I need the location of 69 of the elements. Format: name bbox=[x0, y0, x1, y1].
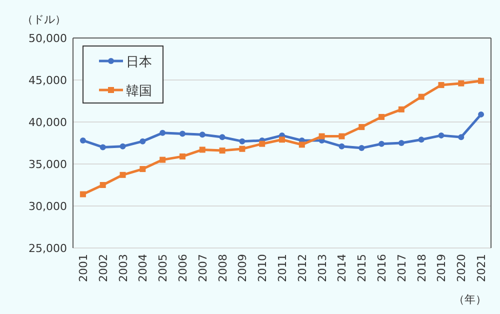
point bbox=[458, 134, 464, 140]
point bbox=[199, 146, 206, 153]
point bbox=[279, 136, 285, 143]
x-tick-label: 2016 bbox=[376, 254, 389, 282]
x-tick-label: 2020 bbox=[455, 254, 468, 282]
x-tick-label: 2013 bbox=[316, 254, 329, 282]
point bbox=[259, 140, 266, 147]
x-axis-title: （年） bbox=[454, 293, 486, 306]
x-tick-label: 2005 bbox=[156, 254, 170, 282]
x-tick-label: 2014 bbox=[336, 254, 349, 282]
point bbox=[219, 148, 226, 154]
point bbox=[398, 140, 404, 146]
point bbox=[358, 124, 365, 130]
point bbox=[478, 111, 484, 118]
point bbox=[120, 172, 126, 178]
y-tick-label: 40,000 bbox=[28, 116, 67, 129]
x-tick-label: 2009 bbox=[236, 254, 250, 282]
legend-label: 韓国 bbox=[126, 84, 152, 99]
point bbox=[318, 133, 325, 140]
point bbox=[378, 140, 385, 147]
y-tick-label: 50,000 bbox=[28, 32, 67, 45]
x-tick-label: 2002 bbox=[96, 254, 110, 282]
point bbox=[219, 134, 226, 140]
point bbox=[438, 132, 444, 138]
y-tick-label: 35,000 bbox=[28, 158, 67, 171]
point bbox=[358, 145, 365, 152]
point bbox=[298, 142, 305, 148]
x-tick-label: 2007 bbox=[196, 254, 210, 282]
x-tick-label: 2012 bbox=[296, 254, 309, 282]
point bbox=[179, 130, 186, 137]
point bbox=[398, 106, 404, 112]
y-tick-label: 45,000 bbox=[28, 74, 67, 87]
x-tick-label: 2008 bbox=[216, 254, 230, 282]
point bbox=[239, 146, 246, 152]
point bbox=[378, 114, 385, 120]
point bbox=[418, 94, 424, 100]
point bbox=[438, 82, 444, 88]
point bbox=[120, 143, 126, 150]
y-axis-title: （ドル） bbox=[22, 13, 66, 26]
y-tick-label: 25,000 bbox=[28, 242, 67, 255]
x-tick-label: 2011 bbox=[276, 254, 289, 282]
x-tick-label: 2017 bbox=[395, 254, 408, 282]
point bbox=[80, 137, 86, 144]
point bbox=[338, 143, 345, 150]
point bbox=[418, 136, 424, 143]
point bbox=[140, 166, 146, 172]
point bbox=[80, 191, 86, 198]
x-tick-label: 2015 bbox=[356, 254, 369, 282]
x-tick-label: 2019 bbox=[435, 254, 448, 282]
point bbox=[160, 130, 166, 136]
x-tick-label: 2006 bbox=[176, 254, 190, 282]
point bbox=[179, 153, 186, 160]
point bbox=[239, 138, 246, 144]
point bbox=[478, 78, 484, 84]
x-tick-label: 2003 bbox=[116, 254, 130, 282]
x-tick-label: 2001 bbox=[76, 254, 90, 282]
x-tick-label: 2018 bbox=[415, 254, 428, 282]
x-tick-label: 2010 bbox=[256, 254, 270, 282]
x-tick-label: 2021 bbox=[475, 254, 488, 282]
point bbox=[458, 80, 464, 86]
x-tick-label: 2004 bbox=[136, 254, 150, 282]
y-tick-label: 30,000 bbox=[28, 200, 67, 213]
point bbox=[100, 144, 106, 150]
point bbox=[160, 156, 166, 163]
point bbox=[100, 182, 106, 188]
legend-label: 日本 bbox=[126, 55, 152, 70]
point bbox=[338, 133, 345, 140]
point bbox=[140, 138, 146, 144]
point bbox=[199, 132, 206, 138]
